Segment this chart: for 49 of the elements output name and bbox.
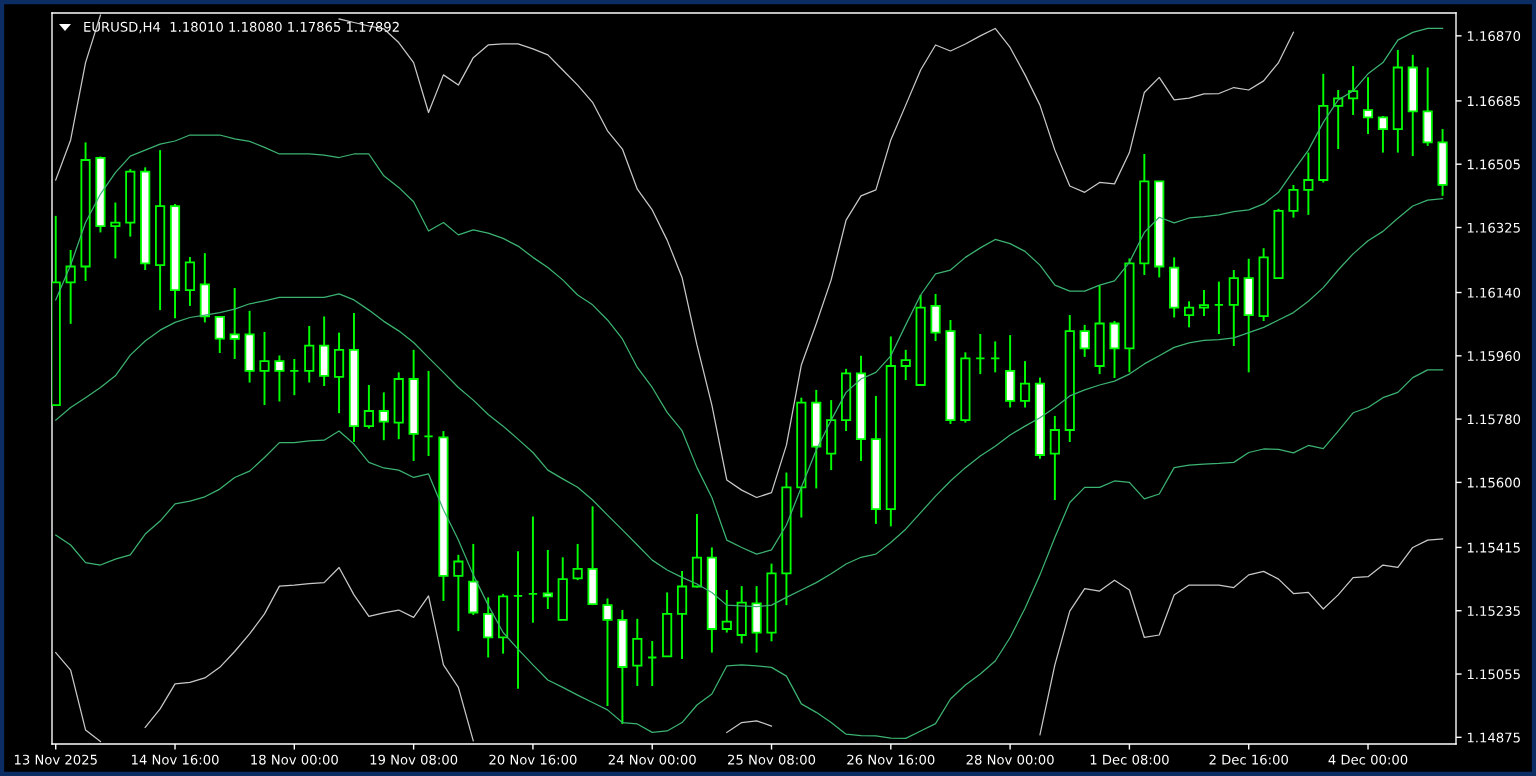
x-tick-label: 14 Nov 16:00 [132, 754, 219, 765]
y-tick-label: 1.16140 [1467, 287, 1521, 298]
candlestick [1198, 289, 1210, 318]
x-tick-label: 2 Dec 16:00 [1209, 754, 1289, 765]
x-tick-label: 19 Nov 08:00 [370, 754, 458, 765]
candlestick [378, 391, 389, 442]
x-tick-label: 20 Nov 16:00 [489, 754, 577, 765]
candlestick [1362, 76, 1374, 135]
y-tick-label: 1.16505 [1467, 159, 1520, 170]
x-tick-label: 24 Nov 00:00 [608, 754, 696, 765]
x-tick-label: 13 Nov 2025 [14, 754, 97, 765]
y-tick-label: 1.16685 [1467, 96, 1520, 107]
y-tick-label: 1.14875 [1467, 732, 1520, 743]
candlestick [900, 348, 911, 382]
candlestick [1019, 360, 1031, 409]
candlestick [721, 589, 732, 634]
y-tick-label: 1.16325 [1467, 222, 1520, 233]
candlestick [1303, 151, 1314, 216]
candlestick [1049, 414, 1060, 501]
candlestick [1288, 183, 1299, 219]
x-tick-label: 4 Dec 00:00 [1328, 754, 1408, 765]
candlestick [483, 596, 494, 659]
candlestick [453, 553, 464, 633]
candlestick [229, 286, 240, 360]
candlestick [602, 597, 613, 707]
line-series [55, 369, 1444, 739]
candlestick [1183, 300, 1195, 329]
y-tick-label: 1.15600 [1467, 477, 1521, 488]
y-tick-label: 1.15780 [1467, 414, 1521, 425]
candlestick [1079, 323, 1090, 358]
candlestick [259, 330, 270, 407]
x-tick-label: 1 Dec 08:00 [1090, 754, 1169, 765]
candlestick [110, 201, 121, 260]
y-tick-label: 1.15055 [1467, 669, 1520, 680]
x-tick-label: 25 Nov 08:00 [728, 754, 816, 765]
candlestick [274, 354, 285, 403]
y-tick-label: 1.15235 [1467, 605, 1520, 616]
candlestick [1377, 115, 1389, 154]
x-tick-label: 18 Nov 00:00 [251, 754, 338, 765]
candlestick [542, 548, 553, 610]
candlestick [363, 384, 374, 430]
candlestick [214, 315, 225, 354]
y-tick-label: 1.15960 [1467, 351, 1521, 362]
y-tick-label: 1.15415 [1467, 542, 1520, 553]
x-tick-label: 26 Nov 16:00 [847, 754, 935, 765]
x-tick-label: 28 Nov 00:00 [966, 754, 1054, 765]
line-series [55, 198, 1444, 608]
y-tick-label: 1.16870 [1467, 31, 1521, 42]
candlestick [572, 542, 583, 582]
